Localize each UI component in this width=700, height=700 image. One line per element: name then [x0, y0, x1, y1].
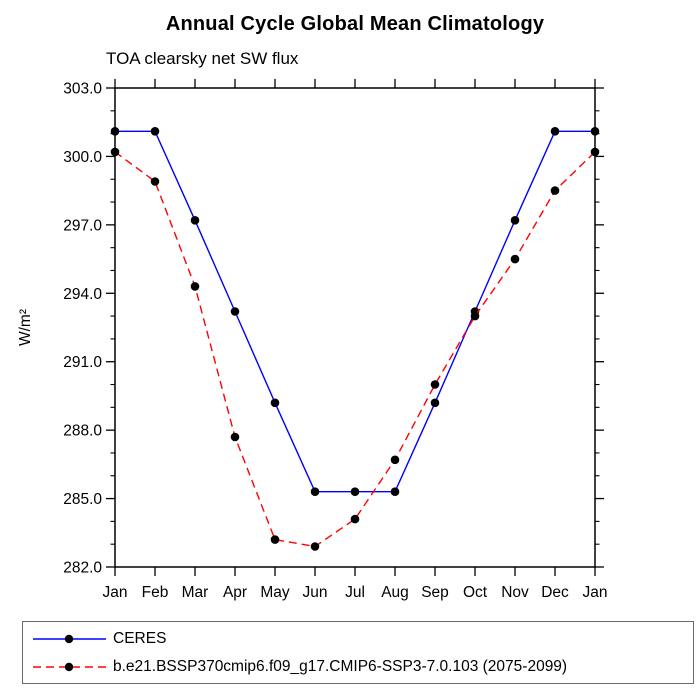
x-tick-label: Feb [142, 584, 169, 601]
x-tick-label: Jun [303, 584, 328, 601]
data-point-marker [270, 535, 280, 544]
data-point-marker [110, 127, 120, 136]
legend-label-ceres: CERES [113, 630, 167, 647]
y-tick-label: 303.0 [63, 81, 102, 98]
plot-area: Jan Feb Mar Apr May Jun Jul Aug Sep Oct Nov Dec Jan2… [17, 79, 608, 601]
series-line-ceres [115, 130, 595, 493]
y-tick-label: 282.0 [63, 560, 102, 577]
x-tick-label: May [260, 584, 290, 601]
legend-marker [64, 662, 74, 672]
y-tick-label: 288.0 [63, 423, 102, 440]
data-point-marker [510, 254, 520, 264]
data-point-marker [390, 487, 400, 497]
x-tick-label: Apr [223, 584, 247, 601]
data-point-marker [150, 127, 160, 136]
y-tick-label: 285.0 [63, 491, 102, 508]
data-point-marker [550, 127, 560, 136]
chart-title: Annual Cycle Global Mean Climatology [165, 13, 545, 35]
legend-marker [64, 634, 74, 644]
data-point-marker [590, 147, 600, 157]
data-point-marker [390, 455, 400, 465]
x-tick-label: Nov [501, 584, 529, 601]
data-point-marker [110, 147, 120, 157]
data-point-marker [510, 216, 520, 225]
data-point-marker [550, 186, 560, 195]
x-tick-label: Dec [541, 584, 569, 601]
data-point-marker [150, 177, 160, 186]
series-line-model [114, 151, 596, 548]
data-point-marker [230, 432, 240, 442]
legend-swatch-ceres [33, 634, 106, 644]
y-tick-label: 294.0 [63, 286, 102, 303]
legend-entry-ceres: CERES [30, 625, 693, 653]
x-tick-label: Oct [463, 584, 488, 601]
data-point-marker [470, 311, 480, 321]
x-tick-label: Jan [583, 584, 608, 601]
legend-entry-model: b.e21.BSSP370cmip6.f09_g17.CMIP6-SSP3-7.… [30, 653, 693, 681]
legend-swatch-model [33, 662, 106, 672]
x-tick-label: Mar [182, 584, 209, 601]
legend-box: CERES b.e21.BSSP370cmip6.f09_g17.CMIP6-S… [22, 621, 694, 684]
data-point-marker [430, 380, 440, 389]
x-tick-label: Jan [103, 584, 128, 601]
data-point-marker [190, 216, 200, 225]
data-point-marker [350, 487, 360, 497]
data-point-marker [190, 282, 200, 291]
data-point-marker [590, 127, 600, 136]
y-tick-label: 300.0 [63, 149, 102, 166]
data-point-marker [310, 542, 320, 551]
x-tick-label: Jul [345, 584, 365, 601]
legend-label-model: b.e21.BSSP370cmip6.f09_g17.CMIP6-SSP3-7.… [113, 658, 568, 675]
y-tick-label: 297.0 [63, 217, 102, 234]
data-point-marker [230, 307, 240, 316]
data-point-marker [310, 487, 320, 497]
y-tick-label: 291.0 [63, 354, 102, 371]
data-point-marker [270, 398, 280, 408]
x-tick-label: Aug [381, 584, 409, 601]
data-point-marker [430, 398, 440, 408]
chart-subtitle: TOA clearsky net SW flux [106, 49, 299, 68]
data-point-marker [350, 514, 360, 524]
x-tick-label: Sep [421, 584, 449, 601]
y-axis-title: W/m² [17, 309, 34, 346]
